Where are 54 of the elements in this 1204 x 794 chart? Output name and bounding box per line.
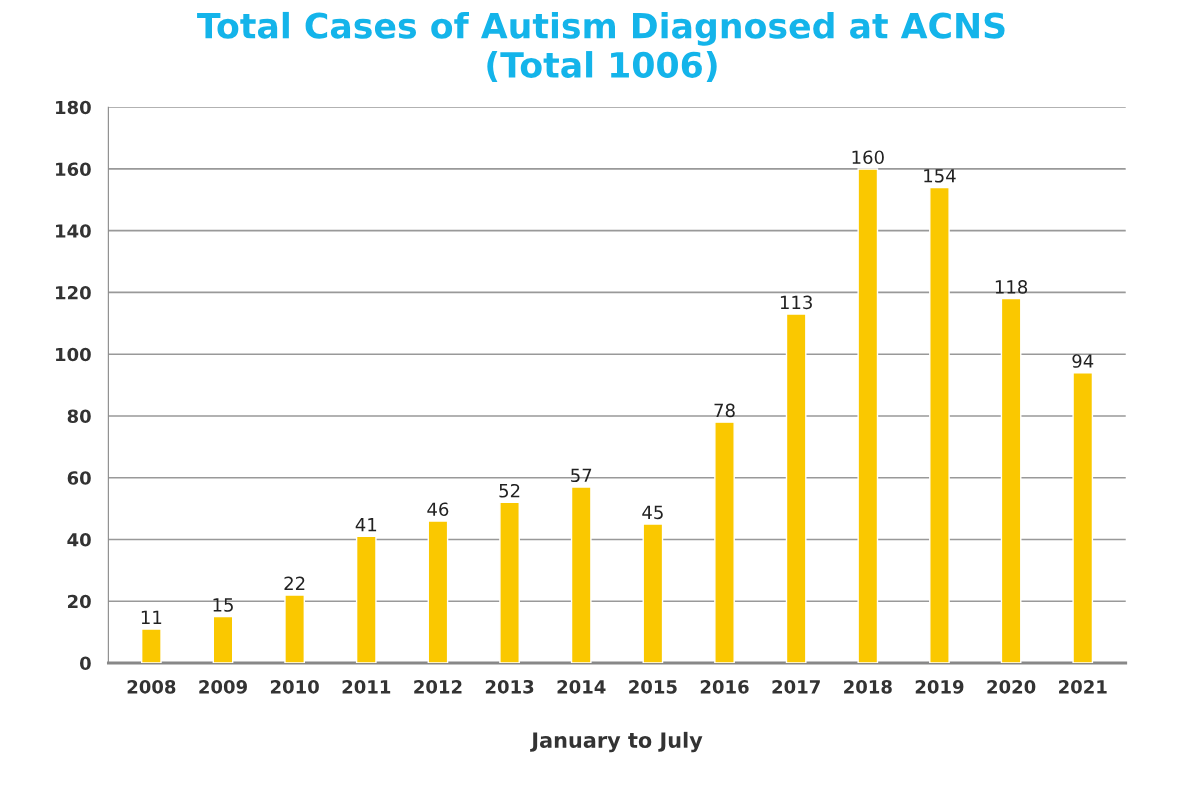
bar bbox=[1000, 297, 1022, 663]
y-tick-label: 60 bbox=[67, 471, 91, 485]
x-tick-label: 2013 bbox=[485, 679, 534, 694]
data-label: 45 bbox=[642, 505, 663, 520]
data-label: 52 bbox=[499, 483, 520, 498]
bar bbox=[212, 615, 234, 663]
y-tick-label: 0 bbox=[79, 656, 91, 671]
data-label: 113 bbox=[780, 295, 812, 310]
x-tick-label: 2008 bbox=[127, 679, 176, 694]
data-label: 57 bbox=[571, 468, 592, 483]
x-tick-label: 2020 bbox=[987, 679, 1036, 694]
y-tick-label: 140 bbox=[56, 224, 91, 238]
y-tick-label: 80 bbox=[67, 409, 91, 424]
y-tick-label: 180 bbox=[56, 100, 91, 115]
data-label: 15 bbox=[213, 598, 233, 612]
bar bbox=[642, 523, 664, 663]
bar bbox=[499, 501, 520, 663]
y-tick-label: 100 bbox=[56, 347, 91, 362]
data-label: 78 bbox=[714, 403, 735, 418]
data-label: 118 bbox=[995, 280, 1028, 294]
y-tick-label: 120 bbox=[56, 285, 91, 300]
x-tick-label: 2019 bbox=[915, 679, 964, 694]
x-tick-label: 2011 bbox=[342, 679, 391, 694]
x-tick-label: 2012 bbox=[414, 679, 462, 694]
x-tick-label: 2016 bbox=[700, 679, 749, 694]
x-tick-label: 2021 bbox=[1059, 679, 1107, 694]
bar bbox=[1072, 372, 1094, 663]
bar bbox=[570, 486, 592, 663]
bar bbox=[929, 186, 950, 663]
x-tick-label: 2014 bbox=[557, 679, 606, 694]
bar bbox=[427, 520, 449, 663]
x-tick-label: 2010 bbox=[270, 679, 319, 694]
x-axis-title: January to July bbox=[530, 731, 703, 753]
chart-title: Total Cases of Autism Diagnosed at ACNS (Total 1006) bbox=[197, 11, 1005, 83]
y-tick-label: 160 bbox=[56, 162, 91, 177]
data-label: 22 bbox=[284, 576, 305, 590]
data-label: 160 bbox=[852, 150, 884, 165]
data-label: 46 bbox=[427, 502, 449, 517]
bar bbox=[140, 628, 162, 663]
bar bbox=[857, 168, 879, 663]
bar bbox=[284, 594, 306, 663]
data-label: 154 bbox=[924, 169, 956, 183]
x-tick-label: 2017 bbox=[772, 679, 820, 694]
y-tick-label: 20 bbox=[68, 594, 91, 609]
y-tick-label: 40 bbox=[67, 532, 91, 547]
x-tick-label: 2018 bbox=[844, 679, 892, 694]
bar bbox=[355, 535, 377, 663]
bar bbox=[714, 421, 735, 663]
data-label: 94 bbox=[1072, 354, 1094, 368]
x-tick-label: 2009 bbox=[199, 679, 247, 694]
x-tick-label: 2015 bbox=[629, 679, 677, 694]
data-label: 11 bbox=[141, 610, 162, 624]
data-label: 41 bbox=[355, 518, 377, 532]
bar bbox=[785, 313, 807, 663]
